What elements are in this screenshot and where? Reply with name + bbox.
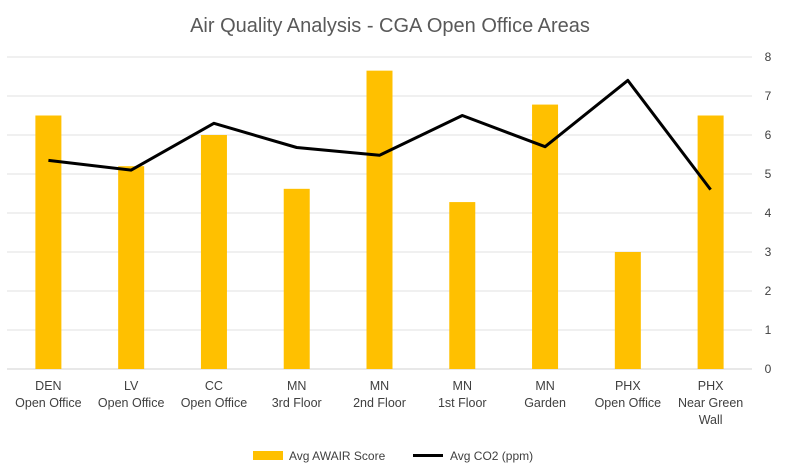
x-axis: DEN Open Office LV Open Office CC Open Office… (15, 379, 743, 427)
x-tick-label: MN Garden (524, 379, 566, 410)
y-tick-label: 0 (765, 362, 772, 376)
x-tick-label: MN 3rd Floor (272, 379, 322, 410)
bar (449, 202, 476, 369)
x-tick-label: CC Open Office (181, 379, 248, 410)
legend-label-bar: Avg AWAIR Score (289, 449, 386, 463)
legend: Avg AWAIR Score Avg CO2 (ppm) (253, 449, 533, 463)
x-tick-label: MN 2nd Floor (353, 379, 406, 410)
bar (697, 115, 724, 369)
bar (118, 166, 145, 369)
x-tick-label: LV Open Office (98, 379, 165, 410)
x-tick-label: PHX Near Green Wall (678, 379, 743, 427)
co2-line (48, 78, 712, 191)
y-tick-label: 4 (765, 206, 772, 220)
bar (532, 104, 559, 369)
x-tick-label: PHX Open Office (595, 379, 662, 410)
x-tick-label: DEN Open Office (15, 379, 82, 410)
y-tick-label: 7 (765, 89, 772, 103)
bar (35, 115, 62, 369)
y-tick-label: 1 (765, 323, 772, 337)
line-series (48, 78, 712, 191)
bar (366, 70, 393, 370)
legend-swatch-bar (253, 451, 283, 460)
y-tick-label: 8 (765, 50, 772, 64)
chart-title: Air Quality Analysis - CGA Open Office A… (190, 15, 590, 37)
y-axis: 0 1 2 3 4 5 6 7 8 (765, 50, 772, 376)
bar (614, 252, 641, 369)
legend-label-line: Avg CO2 (ppm) (450, 449, 533, 463)
y-tick-label: 5 (765, 167, 772, 181)
bar-series (35, 70, 724, 370)
x-tick-label: MN 1st Floor (438, 379, 487, 410)
y-tick-label: 2 (765, 284, 772, 298)
y-tick-label: 6 (765, 128, 772, 142)
bar (200, 135, 227, 369)
y-tick-label: 3 (765, 245, 772, 259)
bar (283, 188, 310, 369)
